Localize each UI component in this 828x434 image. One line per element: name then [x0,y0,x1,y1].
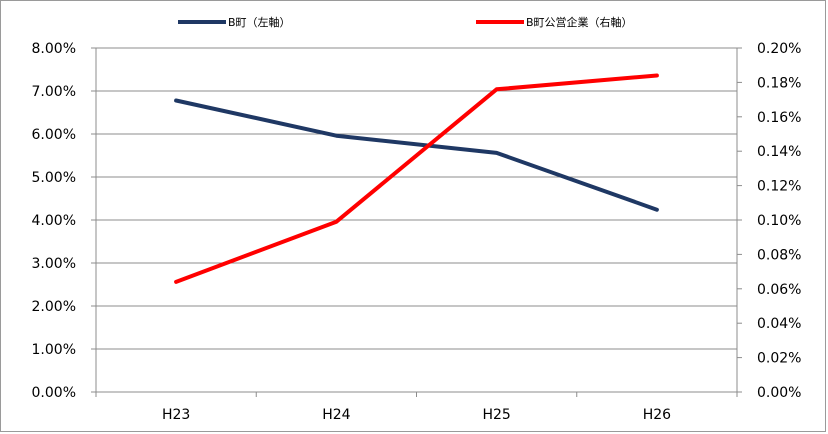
x-tick-label: H23 [162,407,190,423]
gridlines [96,47,737,350]
left-tick-label: 4.00% [32,213,76,229]
right-tick-label: 0.02% [757,351,801,367]
right-tick-label: 0.14% [757,144,801,160]
x-tick-label: H26 [643,407,671,423]
series-line-1 [174,98,659,212]
legend: B町（左軸） B町公営企業（右軸） [178,15,633,29]
series-line-2 [174,73,659,284]
series-lines [174,73,659,284]
right-tick-label: 0.00% [757,385,801,401]
legend-item: B町（左軸） [178,15,291,29]
left-tick-label: 8.00% [32,41,76,57]
right-tick-label: 0.08% [757,247,801,263]
legend-label: B町（左軸） [228,15,291,29]
left-tick-label: 2.00% [32,299,76,315]
right-tick-label: 0.16% [757,110,801,126]
x-axis-ticks: H23 H24 H25 H26 [95,392,738,423]
left-tick-label: 6.00% [32,127,76,143]
legend-item: B町公営企業（右軸） [476,15,633,29]
right-axis-ticks: 0.00% 0.02% 0.04% 0.06% 0.08% 0.10% 0.12% 0.14%… [737,41,801,401]
left-tick-label: 0.00% [32,385,76,401]
right-tick-label: 0.10% [757,213,801,229]
right-tick-label: 0.12% [757,179,801,195]
x-tick-label: H25 [482,407,510,423]
left-tick-label: 5.00% [32,170,76,186]
left-tick-label: 3.00% [32,256,76,272]
left-tick-label: 7.00% [32,84,76,100]
left-tick-label: 1.00% [32,342,76,358]
right-tick-label: 0.04% [757,316,801,332]
right-tick-label: 0.18% [757,75,801,91]
x-tick-label: H24 [322,407,350,423]
right-tick-label: 0.06% [757,282,801,298]
legend-label: B町公営企業（右軸） [526,15,633,29]
right-tick-label: 0.20% [757,41,801,57]
left-axis-ticks: 0.00% 1.00% 2.00% 3.00% 4.00% 5.00% 6.00% 7.00%… [32,41,96,401]
